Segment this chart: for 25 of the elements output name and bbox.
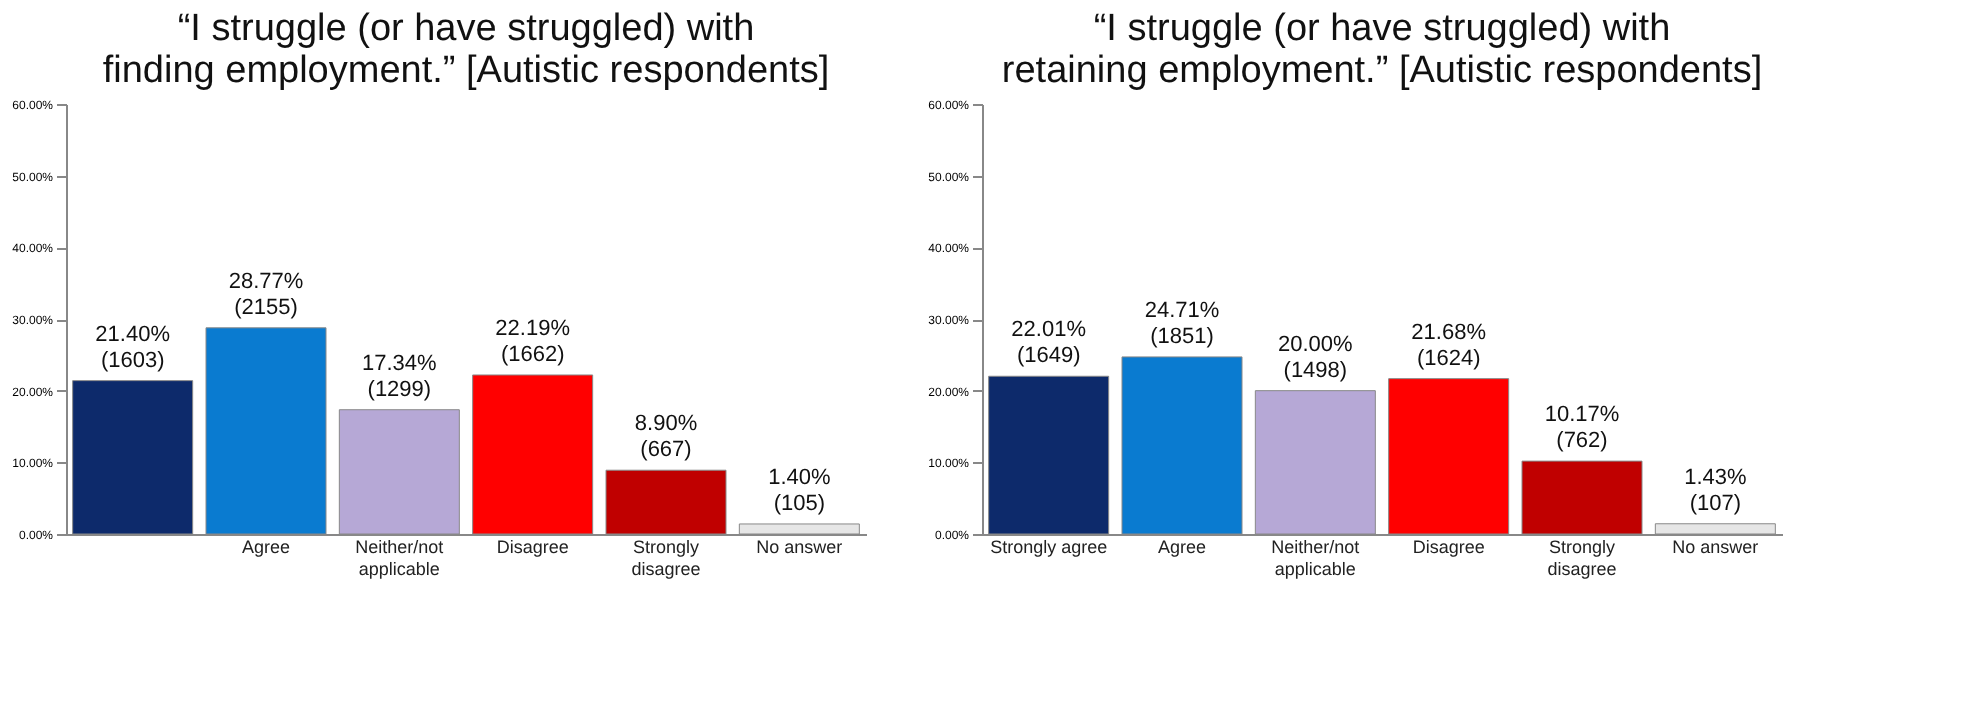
x-tick-label: Disagree: [496, 537, 569, 557]
x-tick-label: Agree: [241, 537, 291, 557]
x-tick-label: Neither/not applicable: [1271, 537, 1361, 579]
data-label: 1.43% (107): [1684, 465, 1747, 516]
x-tick-label: Disagree: [1412, 537, 1485, 557]
x-tick-label: Strongly agree: [990, 537, 1108, 557]
data-label: 17.34% (1299): [362, 351, 438, 402]
data-label: 22.01% (1649): [1011, 318, 1087, 369]
chart-title: “I struggle (or have struggled) with retaining employment.” [Autistic respondents]: [1001, 8, 1763, 92]
data-label: 10.17% (762): [1544, 403, 1620, 454]
data-label: 24.71% (1851): [1144, 298, 1220, 349]
x-tick-label: No answer: [1672, 537, 1759, 557]
x-tick-label: No answer: [756, 537, 843, 557]
chart-title: “I struggle (or have struggled) with finding employment.” [Autistic respondents]: [102, 8, 830, 92]
data-label: 8.90% (667): [634, 412, 698, 463]
data-label: 1.40% (105): [768, 465, 831, 516]
data-label: 21.68% (1624): [1411, 320, 1487, 371]
x-tick-label: Neither/not applicable: [355, 537, 445, 579]
x-tick-label: Strongly disagree: [631, 537, 701, 579]
x-tick-label: Strongly disagree: [1547, 537, 1617, 579]
x-tick-label: Agree: [1157, 537, 1207, 557]
data-label: 28.77% (2155): [228, 269, 304, 320]
data-label: 21.40% (1603): [95, 322, 171, 373]
data-label: 22.19% (1662): [495, 316, 571, 367]
data-label: 20.00% (1498): [1278, 332, 1354, 383]
